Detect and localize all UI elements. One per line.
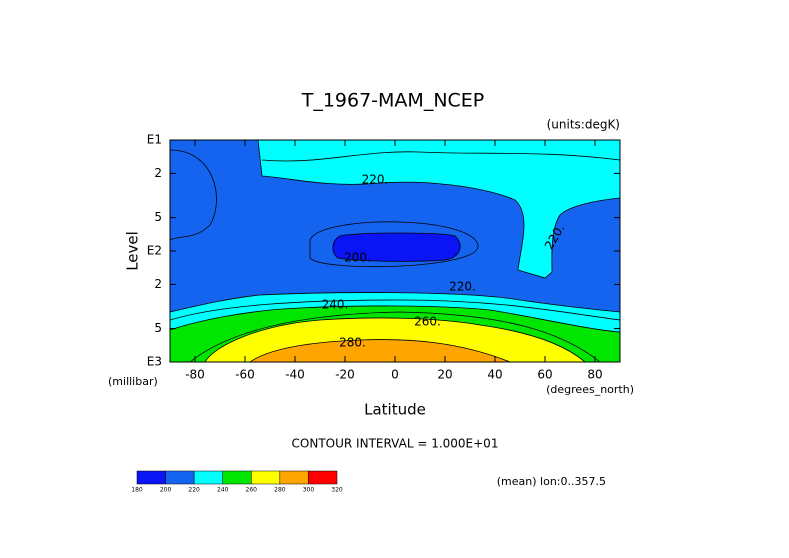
contour-line [309, 221, 479, 268]
colorbar-swatch [222, 470, 252, 485]
contour-label: 220. [449, 279, 476, 293]
x-units: (degrees_north) [546, 383, 634, 396]
colorbar-label: 300 [303, 487, 315, 494]
y-tick-label: E3 [147, 355, 162, 369]
contour-label: 260. [414, 314, 441, 328]
colorbar-label: 220 [188, 487, 200, 494]
contour-line [170, 149, 217, 241]
x-tick-label: -40 [285, 368, 305, 382]
colorbar-label: 320 [331, 487, 343, 494]
colorbar-label: 200 [160, 487, 172, 494]
colorbar-label: 180 [131, 487, 143, 494]
colorbar-label: 240 [217, 487, 229, 494]
contour-label: 280. [339, 335, 366, 349]
y-tick-label: 2 [154, 166, 162, 180]
colorbar-swatch [279, 470, 309, 485]
x-tick-label: 40 [487, 368, 502, 382]
x-tick-label: 80 [587, 368, 602, 382]
colorbar-swatch [193, 470, 223, 485]
x-tick-label: 0 [391, 368, 399, 382]
colorbar-label: 280 [274, 487, 286, 494]
contour-label: 240. [322, 297, 349, 311]
x-tick-label: -80 [185, 368, 205, 382]
y-tick-label: 5 [154, 321, 162, 335]
colorbar-label: 260 [246, 487, 258, 494]
contour-label: 200. [344, 251, 371, 265]
y-tick-label: E1 [147, 133, 162, 147]
fill-region [332, 232, 461, 262]
x-tick-label: 60 [537, 368, 552, 382]
y-tick-label: 5 [154, 210, 162, 224]
y-tick-label: E2 [147, 244, 162, 258]
units: (units:degK) [547, 118, 620, 132]
x-tick-label: -20 [335, 368, 355, 382]
contour-interval: CONTOUR INTERVAL = 1.000E+01 [292, 437, 499, 451]
colorbar-swatch [165, 470, 195, 485]
note: (mean) lon:0..357.5 [497, 475, 606, 488]
colorbar-swatch [251, 470, 281, 485]
colorbar-swatch [136, 470, 166, 485]
y-tick-label: 2 [154, 277, 162, 291]
chart-title: T_1967-MAM_NCEP [301, 90, 485, 112]
fill-region [257, 140, 620, 279]
contour-label: 220. [362, 173, 389, 187]
y-axis-label: Level [124, 231, 142, 271]
contour-field [170, 140, 620, 362]
colorbar-swatch [308, 470, 338, 485]
y-units: (millibar) [108, 375, 158, 388]
x-axis-label: Latitude [364, 401, 426, 419]
contour-line [189, 311, 601, 362]
contour-line [261, 151, 620, 162]
contour-line [170, 299, 620, 321]
x-tick-label: -60 [235, 368, 255, 382]
x-tick-label: 20 [437, 368, 452, 382]
